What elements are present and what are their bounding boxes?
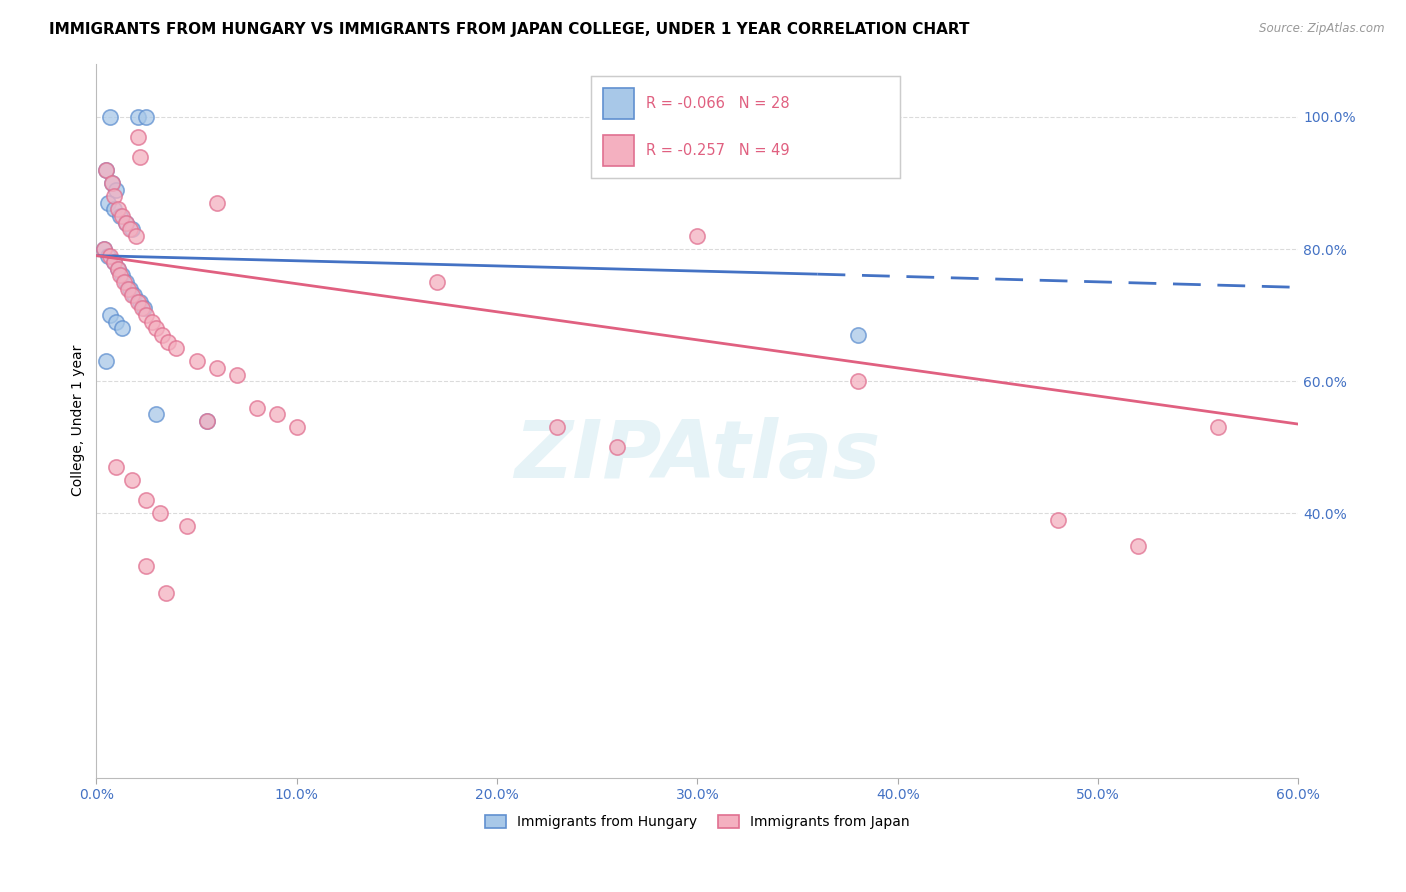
Y-axis label: College, Under 1 year: College, Under 1 year [72, 345, 86, 497]
Point [111, 321, 134, 335]
Point [115, 275, 138, 289]
Point [145, 407, 167, 421]
Point [246, 401, 269, 415]
Point [112, 275, 135, 289]
Point [97, 195, 120, 210]
Point [166, 341, 188, 355]
Point [135, 308, 157, 322]
Point [121, 288, 143, 302]
Point [101, 176, 124, 190]
Point [100, 308, 122, 322]
Point [111, 209, 134, 223]
Point [115, 216, 138, 230]
Point [100, 249, 122, 263]
Point [100, 110, 122, 124]
Point [101, 176, 124, 190]
Point [195, 414, 218, 428]
Point [96, 162, 118, 177]
Point [110, 209, 132, 223]
Text: Source: ZipAtlas.com: Source: ZipAtlas.com [1260, 22, 1385, 36]
Bar [603, 136, 634, 166]
Point [135, 110, 157, 124]
Point [96, 162, 118, 177]
Point [686, 228, 709, 243]
Point [103, 189, 125, 203]
Point [176, 519, 198, 533]
Point [846, 327, 869, 342]
Point [121, 222, 143, 236]
Point [127, 129, 149, 144]
Point [103, 255, 125, 269]
Point [129, 150, 152, 164]
Point [225, 368, 247, 382]
Text: R = -0.257   N = 49: R = -0.257 N = 49 [647, 144, 790, 158]
Text: ZIPAtlas: ZIPAtlas [515, 417, 880, 495]
Point [152, 327, 174, 342]
Point [186, 354, 208, 368]
Point [105, 315, 128, 329]
Point [107, 261, 129, 276]
Point [846, 374, 869, 388]
Point [120, 282, 142, 296]
Point [110, 268, 132, 283]
Point [135, 559, 157, 574]
Point [546, 420, 568, 434]
Point [141, 315, 163, 329]
Point [205, 195, 228, 210]
Point [606, 440, 628, 454]
Point [105, 183, 128, 197]
Point [157, 334, 180, 349]
Point [125, 228, 148, 243]
Point [134, 301, 156, 316]
Point [105, 460, 128, 475]
Point [97, 249, 120, 263]
Point [107, 202, 129, 217]
Point [149, 506, 172, 520]
Point [129, 294, 152, 309]
Point [285, 420, 308, 434]
Point [96, 354, 118, 368]
Point [1126, 539, 1149, 553]
Point [205, 360, 228, 375]
Point [155, 585, 177, 599]
Point [115, 216, 138, 230]
Point [93, 242, 115, 256]
Point [121, 473, 143, 487]
Point [93, 242, 115, 256]
Text: IMMIGRANTS FROM HUNGARY VS IMMIGRANTS FROM JAPAN COLLEGE, UNDER 1 YEAR CORRELATI: IMMIGRANTS FROM HUNGARY VS IMMIGRANTS FR… [49, 22, 970, 37]
Point [145, 321, 167, 335]
Point [135, 493, 157, 508]
Point [124, 288, 146, 302]
Point [103, 202, 125, 217]
Point [426, 275, 449, 289]
Point [131, 301, 153, 316]
Point [266, 407, 288, 421]
Point [120, 222, 142, 236]
Point [107, 261, 129, 276]
Point [1046, 513, 1069, 527]
Point [195, 414, 218, 428]
Point [117, 282, 139, 296]
Point [127, 294, 149, 309]
Point [1206, 420, 1229, 434]
Point [103, 255, 125, 269]
Point [127, 110, 149, 124]
Text: R = -0.066   N = 28: R = -0.066 N = 28 [647, 96, 790, 111]
Point [111, 268, 134, 283]
Bar [603, 88, 634, 119]
Legend: Immigrants from Hungary, Immigrants from Japan: Immigrants from Hungary, Immigrants from… [479, 810, 915, 835]
